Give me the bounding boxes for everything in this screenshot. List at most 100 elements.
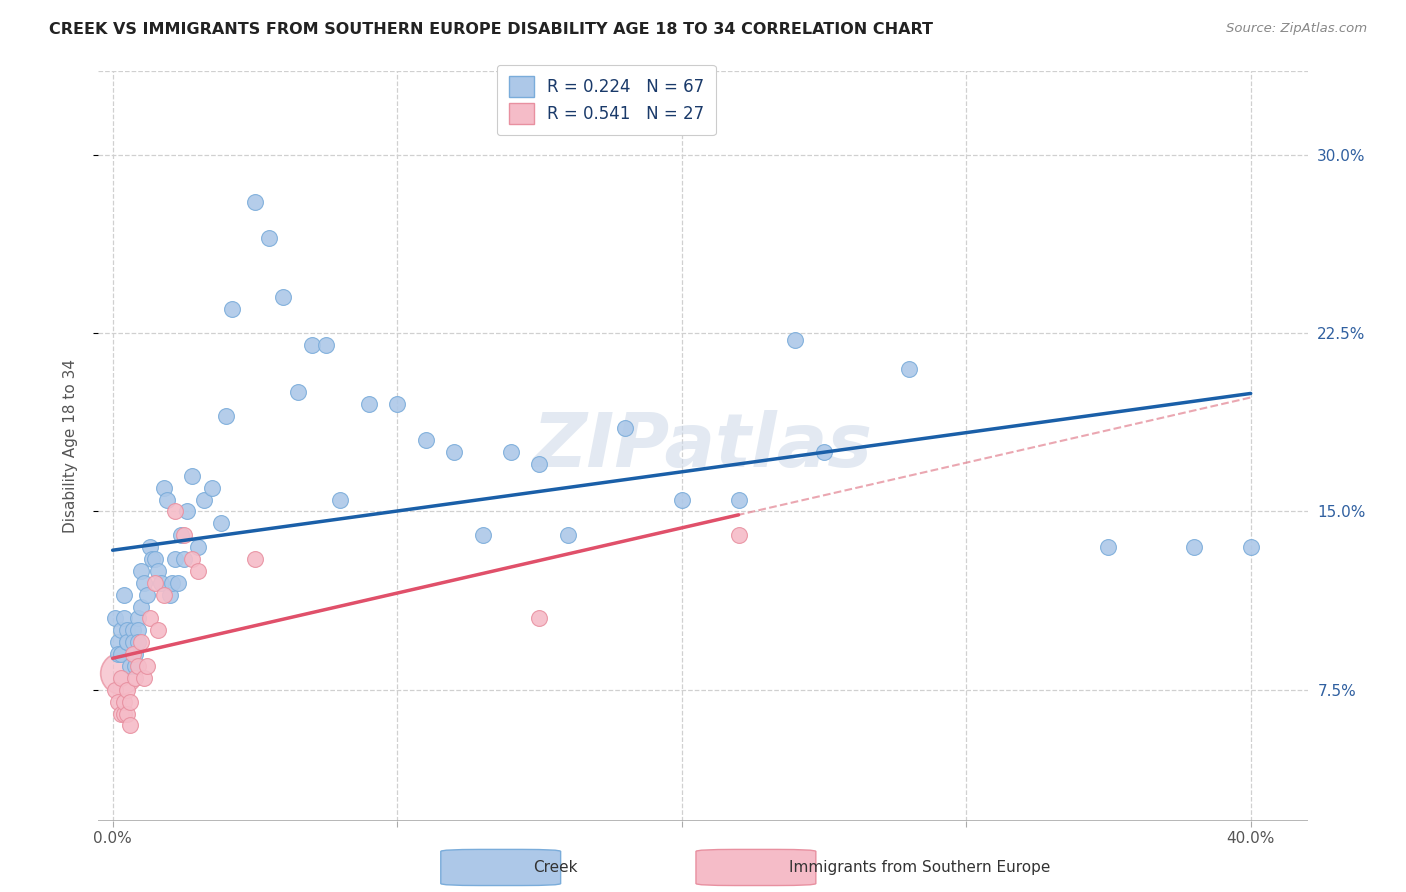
Point — [107, 635, 129, 649]
Point — [135, 659, 157, 673]
Point — [181, 552, 204, 566]
Point — [287, 385, 309, 400]
Text: ZIPatlas: ZIPatlas — [533, 409, 873, 483]
Point — [110, 666, 132, 681]
Point — [215, 409, 238, 424]
Point — [138, 540, 160, 554]
Point — [671, 492, 693, 507]
Point — [153, 588, 176, 602]
Point — [118, 695, 141, 709]
FancyBboxPatch shape — [696, 849, 815, 886]
Point — [529, 611, 551, 625]
Point — [115, 682, 138, 697]
Y-axis label: Disability Age 18 to 34: Disability Age 18 to 34 — [63, 359, 77, 533]
Point — [112, 706, 135, 721]
Point — [209, 516, 232, 531]
Point — [385, 397, 408, 411]
Point — [257, 231, 280, 245]
Point — [557, 528, 579, 542]
Legend: R = 0.224   N = 67, R = 0.541   N = 27: R = 0.224 N = 67, R = 0.541 N = 27 — [496, 65, 716, 136]
Point — [127, 635, 149, 649]
Point — [727, 528, 749, 542]
Point — [301, 338, 323, 352]
Point — [135, 588, 157, 602]
Point — [104, 682, 127, 697]
Point — [162, 575, 184, 590]
Point — [173, 552, 195, 566]
Point — [112, 588, 135, 602]
Text: CREEK VS IMMIGRANTS FROM SOUTHERN EUROPE DISABILITY AGE 18 TO 34 CORRELATION CHA: CREEK VS IMMIGRANTS FROM SOUTHERN EUROPE… — [49, 22, 934, 37]
Point — [1097, 540, 1119, 554]
Point — [243, 195, 266, 210]
Point — [273, 290, 295, 304]
FancyBboxPatch shape — [441, 849, 561, 886]
Text: Immigrants from Southern Europe: Immigrants from Southern Europe — [789, 860, 1050, 875]
Point — [127, 611, 149, 625]
Point — [110, 624, 132, 638]
Point — [146, 564, 169, 578]
Point — [159, 588, 181, 602]
Point — [107, 647, 129, 661]
Point — [129, 564, 152, 578]
Point — [132, 575, 155, 590]
Point — [187, 564, 209, 578]
Point — [156, 492, 179, 507]
Point — [1240, 540, 1263, 554]
Point — [315, 338, 337, 352]
Point — [165, 504, 187, 518]
Point — [115, 635, 138, 649]
Point — [110, 647, 132, 661]
Point — [201, 481, 224, 495]
Point — [118, 718, 141, 732]
Point — [143, 552, 166, 566]
Point — [415, 433, 437, 447]
Point — [127, 659, 149, 673]
Point — [613, 421, 636, 435]
Point — [150, 575, 173, 590]
Point — [785, 333, 807, 347]
Point — [443, 445, 465, 459]
Point — [127, 624, 149, 638]
Point — [813, 445, 835, 459]
Point — [165, 552, 187, 566]
Point — [132, 671, 155, 685]
Point — [173, 528, 195, 542]
Text: Creek: Creek — [534, 860, 578, 875]
Point — [471, 528, 494, 542]
Point — [115, 624, 138, 638]
Point — [124, 659, 146, 673]
Point — [107, 695, 129, 709]
Point — [110, 671, 132, 685]
Point — [898, 361, 921, 376]
Point — [124, 671, 146, 685]
Text: Source: ZipAtlas.com: Source: ZipAtlas.com — [1226, 22, 1367, 36]
Point — [181, 468, 204, 483]
Point — [187, 540, 209, 554]
Point — [129, 599, 152, 614]
Point — [146, 624, 169, 638]
Point — [104, 611, 127, 625]
Point — [143, 575, 166, 590]
Point — [112, 611, 135, 625]
Point — [193, 492, 215, 507]
Point — [121, 635, 143, 649]
Point — [221, 302, 243, 317]
Point — [121, 647, 143, 661]
Point — [176, 504, 198, 518]
Point — [110, 706, 132, 721]
Point — [115, 706, 138, 721]
Point — [1182, 540, 1205, 554]
Point — [329, 492, 352, 507]
Point — [243, 552, 266, 566]
Point — [167, 575, 190, 590]
Point — [115, 635, 138, 649]
Point — [112, 695, 135, 709]
Point — [118, 659, 141, 673]
Point — [170, 528, 193, 542]
Point — [129, 635, 152, 649]
Point — [124, 647, 146, 661]
Point — [138, 611, 160, 625]
Point — [357, 397, 380, 411]
Point — [529, 457, 551, 471]
Point — [499, 445, 522, 459]
